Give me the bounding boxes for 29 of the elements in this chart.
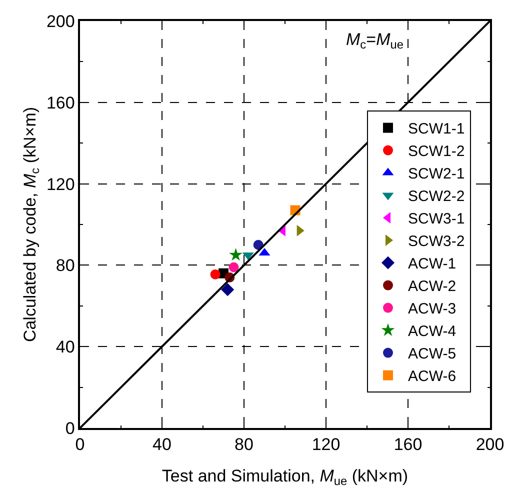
x-tick-label: 120 xyxy=(312,435,340,454)
y-tick-label: 200 xyxy=(46,12,75,31)
legend-label: ACW-2 xyxy=(408,278,456,296)
x-tick-label: 40 xyxy=(152,435,172,454)
x-tick-label: 80 xyxy=(234,435,254,454)
legend-label: SCW1-1 xyxy=(408,120,465,138)
point xyxy=(228,262,239,272)
point xyxy=(221,283,234,296)
x-tick-label: 160 xyxy=(394,435,422,454)
legend-label: SCW2-2 xyxy=(408,188,465,206)
legend-label: ACW-1 xyxy=(408,256,456,273)
y-tick-label: 160 xyxy=(46,93,75,112)
legend-label: ACW-4 xyxy=(408,323,456,340)
annotation: M$_{c}$=M$_{ue}$ xyxy=(346,30,404,52)
point xyxy=(210,269,220,280)
x-tick-label: 200 xyxy=(476,435,504,454)
legend-label: SCW2-1 xyxy=(408,166,465,183)
y-tick-label: 40 xyxy=(56,338,75,357)
legend-label: ACW-6 xyxy=(408,368,456,386)
legend-label: SCW1-2 xyxy=(408,143,465,160)
legend-label: SCW3-1 xyxy=(408,210,465,228)
x-axis-title: Test and Simulation, M$_{ue}$ (kN×m) xyxy=(162,466,408,488)
legend-label: ACW-3 xyxy=(408,300,456,318)
y-tick-label: 120 xyxy=(46,174,75,194)
legend-label: SCW3-2 xyxy=(408,233,465,250)
legend-label: ACW-5 xyxy=(408,346,456,363)
point xyxy=(229,248,242,261)
y-tick-label: 80 xyxy=(56,256,75,276)
y-tick-label: 0 xyxy=(65,418,75,438)
